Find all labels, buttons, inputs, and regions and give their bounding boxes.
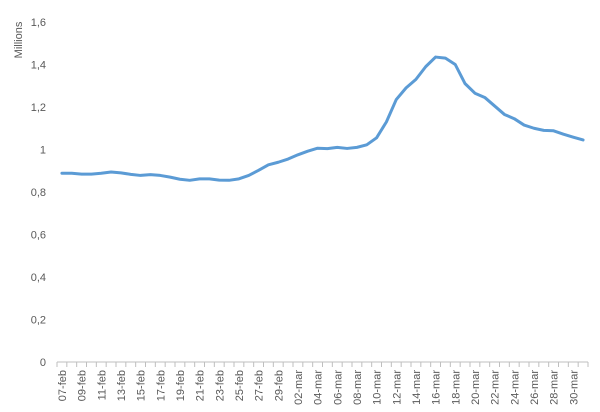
y-axis-label: Millions [13,21,25,58]
x-tick-label: 28-mar [549,370,561,405]
y-tick-label: 1,4 [31,60,46,72]
y-tick-label: 1,2 [31,102,46,114]
y-tick-label: 0 [40,357,46,369]
y-tick-label: 1,6 [31,17,46,29]
series-line [60,55,585,182]
x-tick-label: 02-mar [293,370,305,405]
x-tick-label: 27-feb [254,370,266,401]
x-tick-label: 13-feb [116,370,128,401]
x-axis-ticks: 07-feb 09-feb 11-feb 13-feb 15-feb 17-feb 19-f… [56,362,589,405]
x-tick-label: 07-feb [57,370,69,401]
x-tick-label: 04-mar [313,370,325,405]
y-axis-ticks: 0 0,2 0,4 0,6 0,8 1 1,2 1,4 1,6 [31,17,46,369]
x-tick-label: 17-feb [155,370,167,401]
x-tick-label: 19-feb [175,370,187,401]
x-tick-label: 16-mar [431,370,443,405]
y-tick-label: 1 [40,145,46,157]
x-tick-label: 18-mar [450,370,462,405]
x-tick-label: 29-feb [273,370,285,401]
x-tick-label: 08-mar [352,370,364,405]
x-tick-label: 20-mar [470,370,482,405]
x-tick-label: 14-mar [411,370,423,405]
y-tick-label: 0,6 [31,230,46,242]
x-tick-label: 23-feb [214,370,226,401]
y-tick-label: 0,2 [31,315,46,327]
x-tick-label: 26-mar [529,370,541,405]
x-tick-label: 11-feb [96,370,108,400]
y-tick-label: 0,4 [31,272,46,284]
x-tick-label: 12-mar [391,370,403,405]
x-tick-label: 22-mar [490,370,502,405]
x-tick-label: 21-feb [195,370,207,401]
x-tick-label: 10-mar [372,370,384,405]
x-tick-label: 25-feb [234,370,246,401]
x-tick-label: 30-mar [568,370,580,405]
x-tick-label: 15-feb [136,370,148,401]
x-tick-label: 24-mar [509,370,521,405]
x-tick-label: 09-feb [77,370,89,401]
x-tick-label: 06-mar [332,370,344,405]
y-tick-label: 0,8 [31,187,46,199]
